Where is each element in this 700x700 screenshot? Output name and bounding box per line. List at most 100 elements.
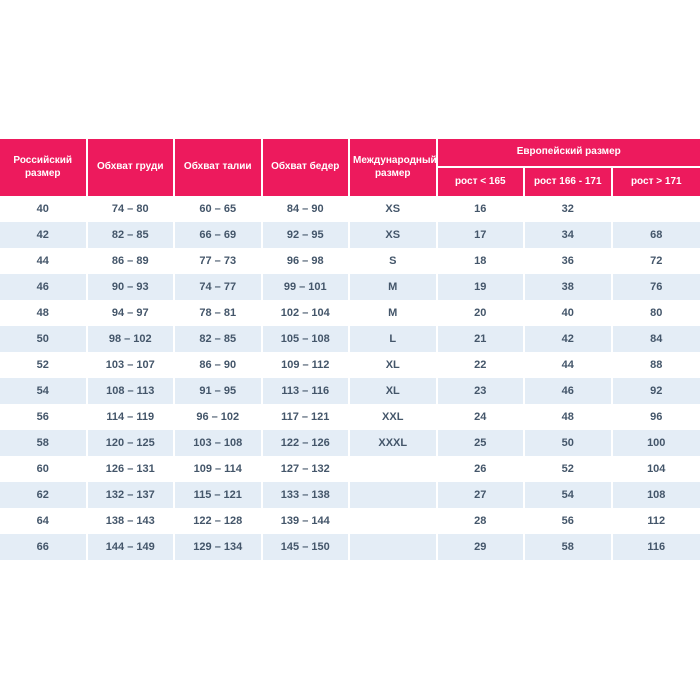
table-cell: 48: [525, 404, 613, 430]
table-cell: 96 – 102: [175, 404, 263, 430]
table-cell: 21: [437, 326, 525, 352]
table-cell: 108: [612, 482, 700, 508]
table-cell: M: [350, 274, 438, 300]
header-height-gt-171: рост > 171: [612, 168, 700, 196]
table-cell: 109 – 114: [175, 456, 263, 482]
table-cell: 116: [612, 534, 700, 560]
table-cell: 52: [0, 352, 88, 378]
table-cell: 90 – 93: [87, 274, 175, 300]
table-cell: 132 – 137: [87, 482, 175, 508]
table-cell: XXXL: [350, 430, 438, 456]
table-cell: XS: [350, 196, 438, 222]
table-row: 46 90 – 93 74 – 77 99 – 101 M 19 38 76: [0, 274, 700, 300]
header-height-lt-165: рост < 165: [437, 168, 525, 196]
table-cell: 74 – 80: [87, 196, 175, 222]
table-cell: 18: [437, 248, 525, 274]
table-cell: 82 – 85: [87, 222, 175, 248]
table-cell: XXL: [350, 404, 438, 430]
table-cell: 40: [525, 300, 613, 326]
table-cell: 46: [0, 274, 88, 300]
table-cell: 17: [437, 222, 525, 248]
size-chart-header: Российский размер Обхват груди Обхват та…: [0, 139, 700, 196]
table-cell: 48: [0, 300, 88, 326]
table-cell: 100: [612, 430, 700, 456]
table-row: 48 94 – 97 78 – 81 102 – 104 M 20 40 80: [0, 300, 700, 326]
table-cell: [350, 456, 438, 482]
table-cell: 78 – 81: [175, 300, 263, 326]
table-cell: 22: [437, 352, 525, 378]
table-cell: 29: [437, 534, 525, 560]
table-row: 52 103 – 107 86 – 90 109 – 112 XL 22 44 88: [0, 352, 700, 378]
size-chart-table: Российский размер Обхват груди Обхват та…: [0, 139, 700, 560]
table-cell: 66: [0, 534, 88, 560]
table-cell: 103 – 108: [175, 430, 263, 456]
header-european-size: Европейский размер: [437, 139, 700, 168]
table-cell: 32: [525, 196, 613, 222]
table-cell: [350, 508, 438, 534]
size-chart-body: 40 74 – 80 60 – 65 84 – 90 XS 16 32 42 82 – 85 66…: [0, 196, 700, 560]
table-cell: 38: [525, 274, 613, 300]
table-cell: L: [350, 326, 438, 352]
header-waist: Обхват талии: [175, 139, 263, 196]
table-cell: 19: [437, 274, 525, 300]
table-row: 62 132 – 137 115 – 121 133 – 138 27 54 108: [0, 482, 700, 508]
table-cell: 109 – 112: [262, 352, 350, 378]
table-cell: 96: [612, 404, 700, 430]
table-cell: 105 – 108: [262, 326, 350, 352]
table-cell: 84: [612, 326, 700, 352]
table-cell: [612, 196, 700, 222]
table-cell: 86 – 90: [175, 352, 263, 378]
table-cell: 80: [612, 300, 700, 326]
table-cell: 144 – 149: [87, 534, 175, 560]
table-cell: 103 – 107: [87, 352, 175, 378]
table-cell: 20: [437, 300, 525, 326]
table-row: 60 126 – 131 109 – 114 127 – 132 26 52 104: [0, 456, 700, 482]
table-cell: 77 – 73: [175, 248, 263, 274]
table-cell: 115 – 121: [175, 482, 263, 508]
table-cell: 92: [612, 378, 700, 404]
table-cell: 98 – 102: [87, 326, 175, 352]
table-cell: 40: [0, 196, 88, 222]
table-cell: 76: [612, 274, 700, 300]
table-cell: 94 – 97: [87, 300, 175, 326]
table-cell: XL: [350, 352, 438, 378]
table-cell: 64: [0, 508, 88, 534]
table-row: 64 138 – 143 122 – 128 139 – 144 28 56 112: [0, 508, 700, 534]
table-cell: 46: [525, 378, 613, 404]
table-cell: 120 – 125: [87, 430, 175, 456]
table-cell: 114 – 119: [87, 404, 175, 430]
table-cell: 25: [437, 430, 525, 456]
table-cell: 60: [0, 456, 88, 482]
table-cell: 56: [0, 404, 88, 430]
table-cell: 23: [437, 378, 525, 404]
table-cell: 126 – 131: [87, 456, 175, 482]
table-cell: 42: [525, 326, 613, 352]
table-cell: 84 – 90: [262, 196, 350, 222]
table-cell: 56: [525, 508, 613, 534]
table-row: 58 120 – 125 103 – 108 122 – 126 XXXL 25 50 100: [0, 430, 700, 456]
table-cell: 28: [437, 508, 525, 534]
table-cell: 96 – 98: [262, 248, 350, 274]
table-cell: XS: [350, 222, 438, 248]
table-cell: 117 – 121: [262, 404, 350, 430]
table-cell: 122 – 128: [175, 508, 263, 534]
table-cell: 72: [612, 248, 700, 274]
table-cell: 104: [612, 456, 700, 482]
table-cell: 24: [437, 404, 525, 430]
table-cell: 102 – 104: [262, 300, 350, 326]
table-cell: 68: [612, 222, 700, 248]
table-cell: 36: [525, 248, 613, 274]
table-cell: 66 – 69: [175, 222, 263, 248]
table-cell: 54: [525, 482, 613, 508]
table-row: 50 98 – 102 82 – 85 105 – 108 L 21 42 84: [0, 326, 700, 352]
table-cell: [350, 482, 438, 508]
table-cell: 26: [437, 456, 525, 482]
table-cell: 91 – 95: [175, 378, 263, 404]
table-cell: 52: [525, 456, 613, 482]
table-cell: 122 – 126: [262, 430, 350, 456]
header-height-166-171: рост 166 - 171: [525, 168, 613, 196]
table-cell: 42: [0, 222, 88, 248]
table-cell: 86 – 89: [87, 248, 175, 274]
table-cell: 44: [525, 352, 613, 378]
